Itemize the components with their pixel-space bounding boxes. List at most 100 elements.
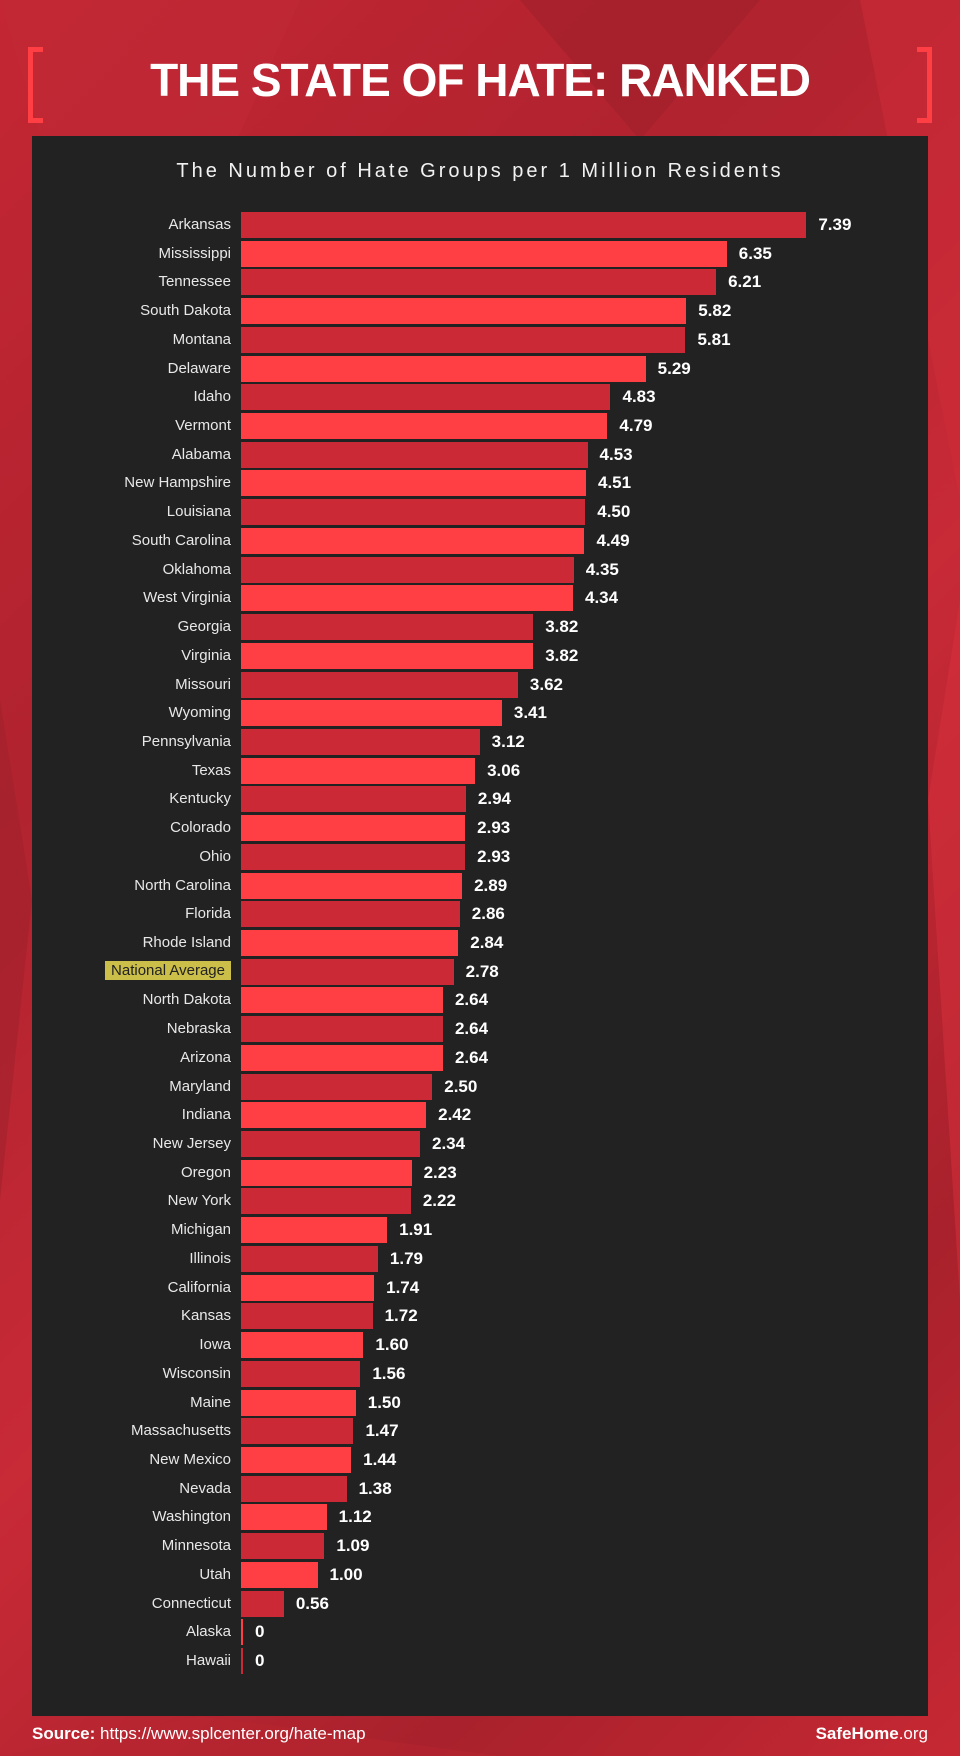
- value-label: 5.81: [697, 329, 731, 349]
- value-label: 1.60: [375, 1335, 409, 1355]
- value-label: 5.29: [657, 358, 691, 378]
- value-label: 2.94: [477, 789, 511, 809]
- category-label: Vermont: [175, 417, 231, 435]
- bar: [241, 1274, 375, 1301]
- value-label: 6.35: [738, 243, 772, 263]
- value-label: 4.50: [597, 502, 631, 522]
- category-label: Pennsylvania: [141, 732, 231, 750]
- title-bracket-left: [28, 47, 43, 123]
- value-label: 0.56: [295, 1593, 329, 1613]
- category-label: Indiana: [181, 1106, 231, 1124]
- category-label: Wisconsin: [162, 1364, 231, 1382]
- bar: [241, 1188, 411, 1215]
- value-label: 3.62: [529, 674, 564, 694]
- value-label: 0: [255, 1651, 265, 1670]
- brand-logo: SafeHome.org: [816, 1724, 928, 1744]
- value-label: 1.72: [384, 1306, 418, 1326]
- bar: [241, 499, 586, 526]
- category-label: Alabama: [171, 445, 231, 463]
- source-credit: Source: https://www.splcenter.org/hate-m…: [32, 1724, 366, 1744]
- value-label: 2.89: [474, 875, 508, 895]
- category-label: Kentucky: [169, 790, 231, 808]
- category-label: Iowa: [199, 1336, 231, 1354]
- category-label: Oklahoma: [162, 560, 231, 578]
- bar: [241, 1044, 443, 1071]
- category-label: Michigan: [170, 1221, 231, 1239]
- bar: [241, 527, 585, 554]
- source-link[interactable]: https://www.splcenter.org/hate-map: [100, 1724, 366, 1743]
- bar: [241, 1504, 327, 1531]
- bar: [241, 298, 687, 325]
- bar: [241, 1073, 433, 1100]
- bar: [241, 987, 443, 1014]
- category-label: Minnesota: [161, 1537, 231, 1555]
- value-label: 5.82: [698, 301, 732, 321]
- value-label: 1.12: [338, 1507, 372, 1527]
- bar: [241, 1475, 347, 1502]
- category-label: North Dakota: [142, 991, 231, 1009]
- category-label: Utah: [199, 1565, 231, 1583]
- category-label: West Virginia: [143, 589, 231, 607]
- category-label: Connecticut: [151, 1594, 231, 1612]
- value-label: 0: [255, 1622, 265, 1642]
- value-label: 2.23: [423, 1162, 457, 1182]
- bar: [241, 269, 717, 296]
- bar: [241, 728, 480, 755]
- value-label: 4.53: [599, 444, 633, 464]
- value-label: 2.42: [438, 1105, 472, 1125]
- value-label: 4.49: [596, 530, 630, 550]
- value-label: 7.39: [818, 215, 852, 234]
- category-label: North Carolina: [134, 876, 231, 894]
- value-label: 4.83: [622, 387, 656, 407]
- category-label: Oregon: [180, 1163, 231, 1181]
- page-title: THE STATE OF HATE: RANKED: [150, 54, 811, 106]
- category-label: Georgia: [177, 618, 231, 636]
- value-label: 2.93: [477, 818, 511, 838]
- value-label: 2.64: [454, 990, 489, 1010]
- value-label: 4.79: [619, 416, 653, 436]
- bar: [241, 585, 573, 612]
- bar: [241, 240, 727, 267]
- category-label: Arkansas: [168, 216, 231, 233]
- bar: [241, 1389, 356, 1416]
- bar: [241, 786, 466, 813]
- category-label: Wyoming: [168, 704, 231, 722]
- bar: [241, 1648, 243, 1674]
- category-label: New York: [167, 1192, 231, 1210]
- value-label: 2.84: [470, 933, 504, 952]
- bar: [241, 757, 476, 784]
- bar: [241, 384, 611, 411]
- bar: [241, 671, 518, 698]
- category-label: Maryland: [169, 1077, 231, 1095]
- category-label: Louisiana: [166, 503, 231, 521]
- national-average-bar: [241, 958, 454, 985]
- value-label: 4.34: [585, 588, 619, 608]
- national-average-label: National Average: [105, 960, 231, 980]
- category-label: South Carolina: [131, 531, 231, 549]
- value-label: 2.34: [432, 1134, 466, 1154]
- bar: [241, 1418, 354, 1445]
- category-label: Kansas: [180, 1307, 231, 1325]
- category-label: New Mexico: [149, 1450, 231, 1468]
- bar: [241, 1332, 364, 1359]
- value-label: 2.64: [454, 1019, 489, 1039]
- value-label: 3.06: [487, 760, 521, 780]
- bar: [241, 1159, 412, 1186]
- value-label: 1.44: [363, 1449, 397, 1469]
- value-label: 1.91: [399, 1220, 433, 1240]
- brand-suffix: .org: [898, 1724, 928, 1743]
- bar: [241, 1016, 443, 1043]
- bar: [241, 1533, 325, 1560]
- bar: [241, 930, 459, 956]
- bar: [241, 1561, 318, 1588]
- bar: [241, 1102, 427, 1129]
- bar: [241, 1217, 388, 1244]
- category-label: Missouri: [175, 675, 231, 693]
- bar: [241, 843, 466, 870]
- category-label: Nebraska: [166, 1020, 231, 1038]
- value-label: 1.09: [336, 1536, 370, 1556]
- brand-name: SafeHome: [815, 1724, 899, 1743]
- value-label: 2.64: [454, 1047, 489, 1067]
- bar: [241, 642, 534, 669]
- value-label: 3.82: [545, 617, 579, 637]
